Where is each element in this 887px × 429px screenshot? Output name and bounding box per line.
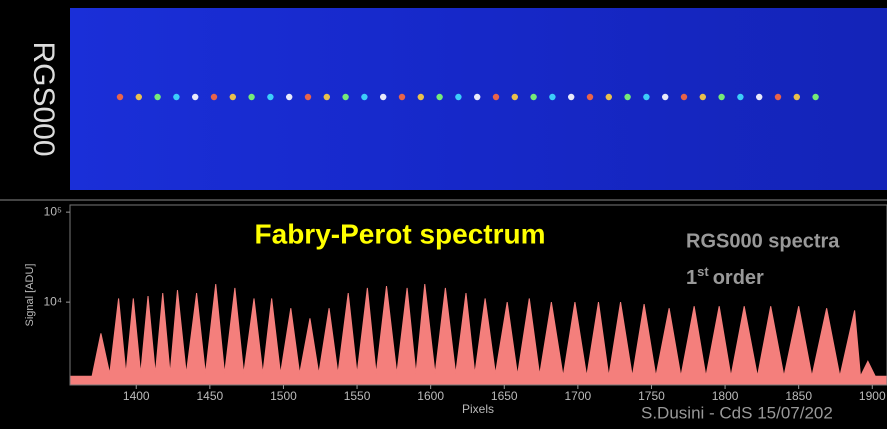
- spot: [455, 93, 462, 101]
- plot-frame: [69, 204, 887, 386]
- x-tick-label: 1550: [344, 389, 371, 403]
- spectrum-area: [70, 283, 887, 385]
- spot: [812, 93, 819, 101]
- plot-area: [70, 283, 887, 385]
- spot: [154, 93, 161, 101]
- spot: [662, 93, 669, 101]
- spot: [774, 93, 782, 101]
- order-number: 1: [686, 267, 697, 289]
- spot: [229, 93, 236, 101]
- x-tick-label: 1850: [785, 389, 812, 403]
- spot: [267, 93, 274, 101]
- spot: [549, 93, 556, 101]
- spot: [286, 93, 293, 101]
- spot: [210, 93, 218, 101]
- x-tick-label: 1800: [712, 389, 739, 403]
- spot: [135, 93, 142, 101]
- panel-label: RGS000: [27, 41, 60, 156]
- spot: [361, 93, 368, 101]
- x-axis-label: Pixels: [462, 402, 494, 416]
- spot: [436, 93, 443, 101]
- x-tick-label: 1750: [638, 389, 665, 403]
- spot: [380, 93, 387, 101]
- spot: [304, 93, 312, 101]
- spot: [398, 93, 406, 101]
- spots: [116, 93, 819, 101]
- spot: [568, 93, 575, 101]
- spot: [492, 93, 500, 101]
- spot: [643, 93, 650, 101]
- annotation: RGS000 spectra: [686, 230, 840, 252]
- spot: [586, 93, 594, 101]
- spot: [116, 93, 124, 101]
- y-axis-label: Signal [ADU]: [24, 264, 36, 327]
- x-tick-label: 1400: [123, 389, 150, 403]
- x-tick-label: 1600: [417, 389, 444, 403]
- credit: S.Dusini - CdS 15/07/202: [641, 403, 833, 422]
- x-tick-label: 1500: [270, 389, 297, 403]
- spot: [323, 93, 330, 101]
- chart-title: Fabry-Perot spectrum: [255, 218, 546, 249]
- order-label: 1st order: [686, 264, 764, 289]
- x-tick-label: 1700: [565, 389, 592, 403]
- x-tick-label: 1650: [491, 389, 518, 403]
- spot: [718, 93, 725, 101]
- spot: [417, 93, 424, 101]
- spot: [605, 93, 612, 101]
- spot: [756, 93, 763, 101]
- spot: [737, 93, 744, 101]
- x-tick-label: 1900: [859, 389, 886, 403]
- spot: [793, 93, 800, 101]
- spot: [530, 93, 537, 101]
- x-tick-label: 1450: [196, 389, 223, 403]
- spot: [624, 93, 631, 101]
- spot: [699, 93, 706, 101]
- y-tick-label: 10⁴: [43, 294, 62, 308]
- spot: [474, 93, 481, 101]
- y-tick-label: 10⁵: [44, 204, 62, 218]
- spot: [511, 93, 518, 101]
- spot: [342, 93, 349, 101]
- spot: [192, 93, 199, 101]
- order-text: order: [713, 267, 764, 289]
- spot: [248, 93, 255, 101]
- order-suffix: st: [697, 264, 709, 279]
- spot: [680, 93, 688, 101]
- spot: [173, 93, 180, 101]
